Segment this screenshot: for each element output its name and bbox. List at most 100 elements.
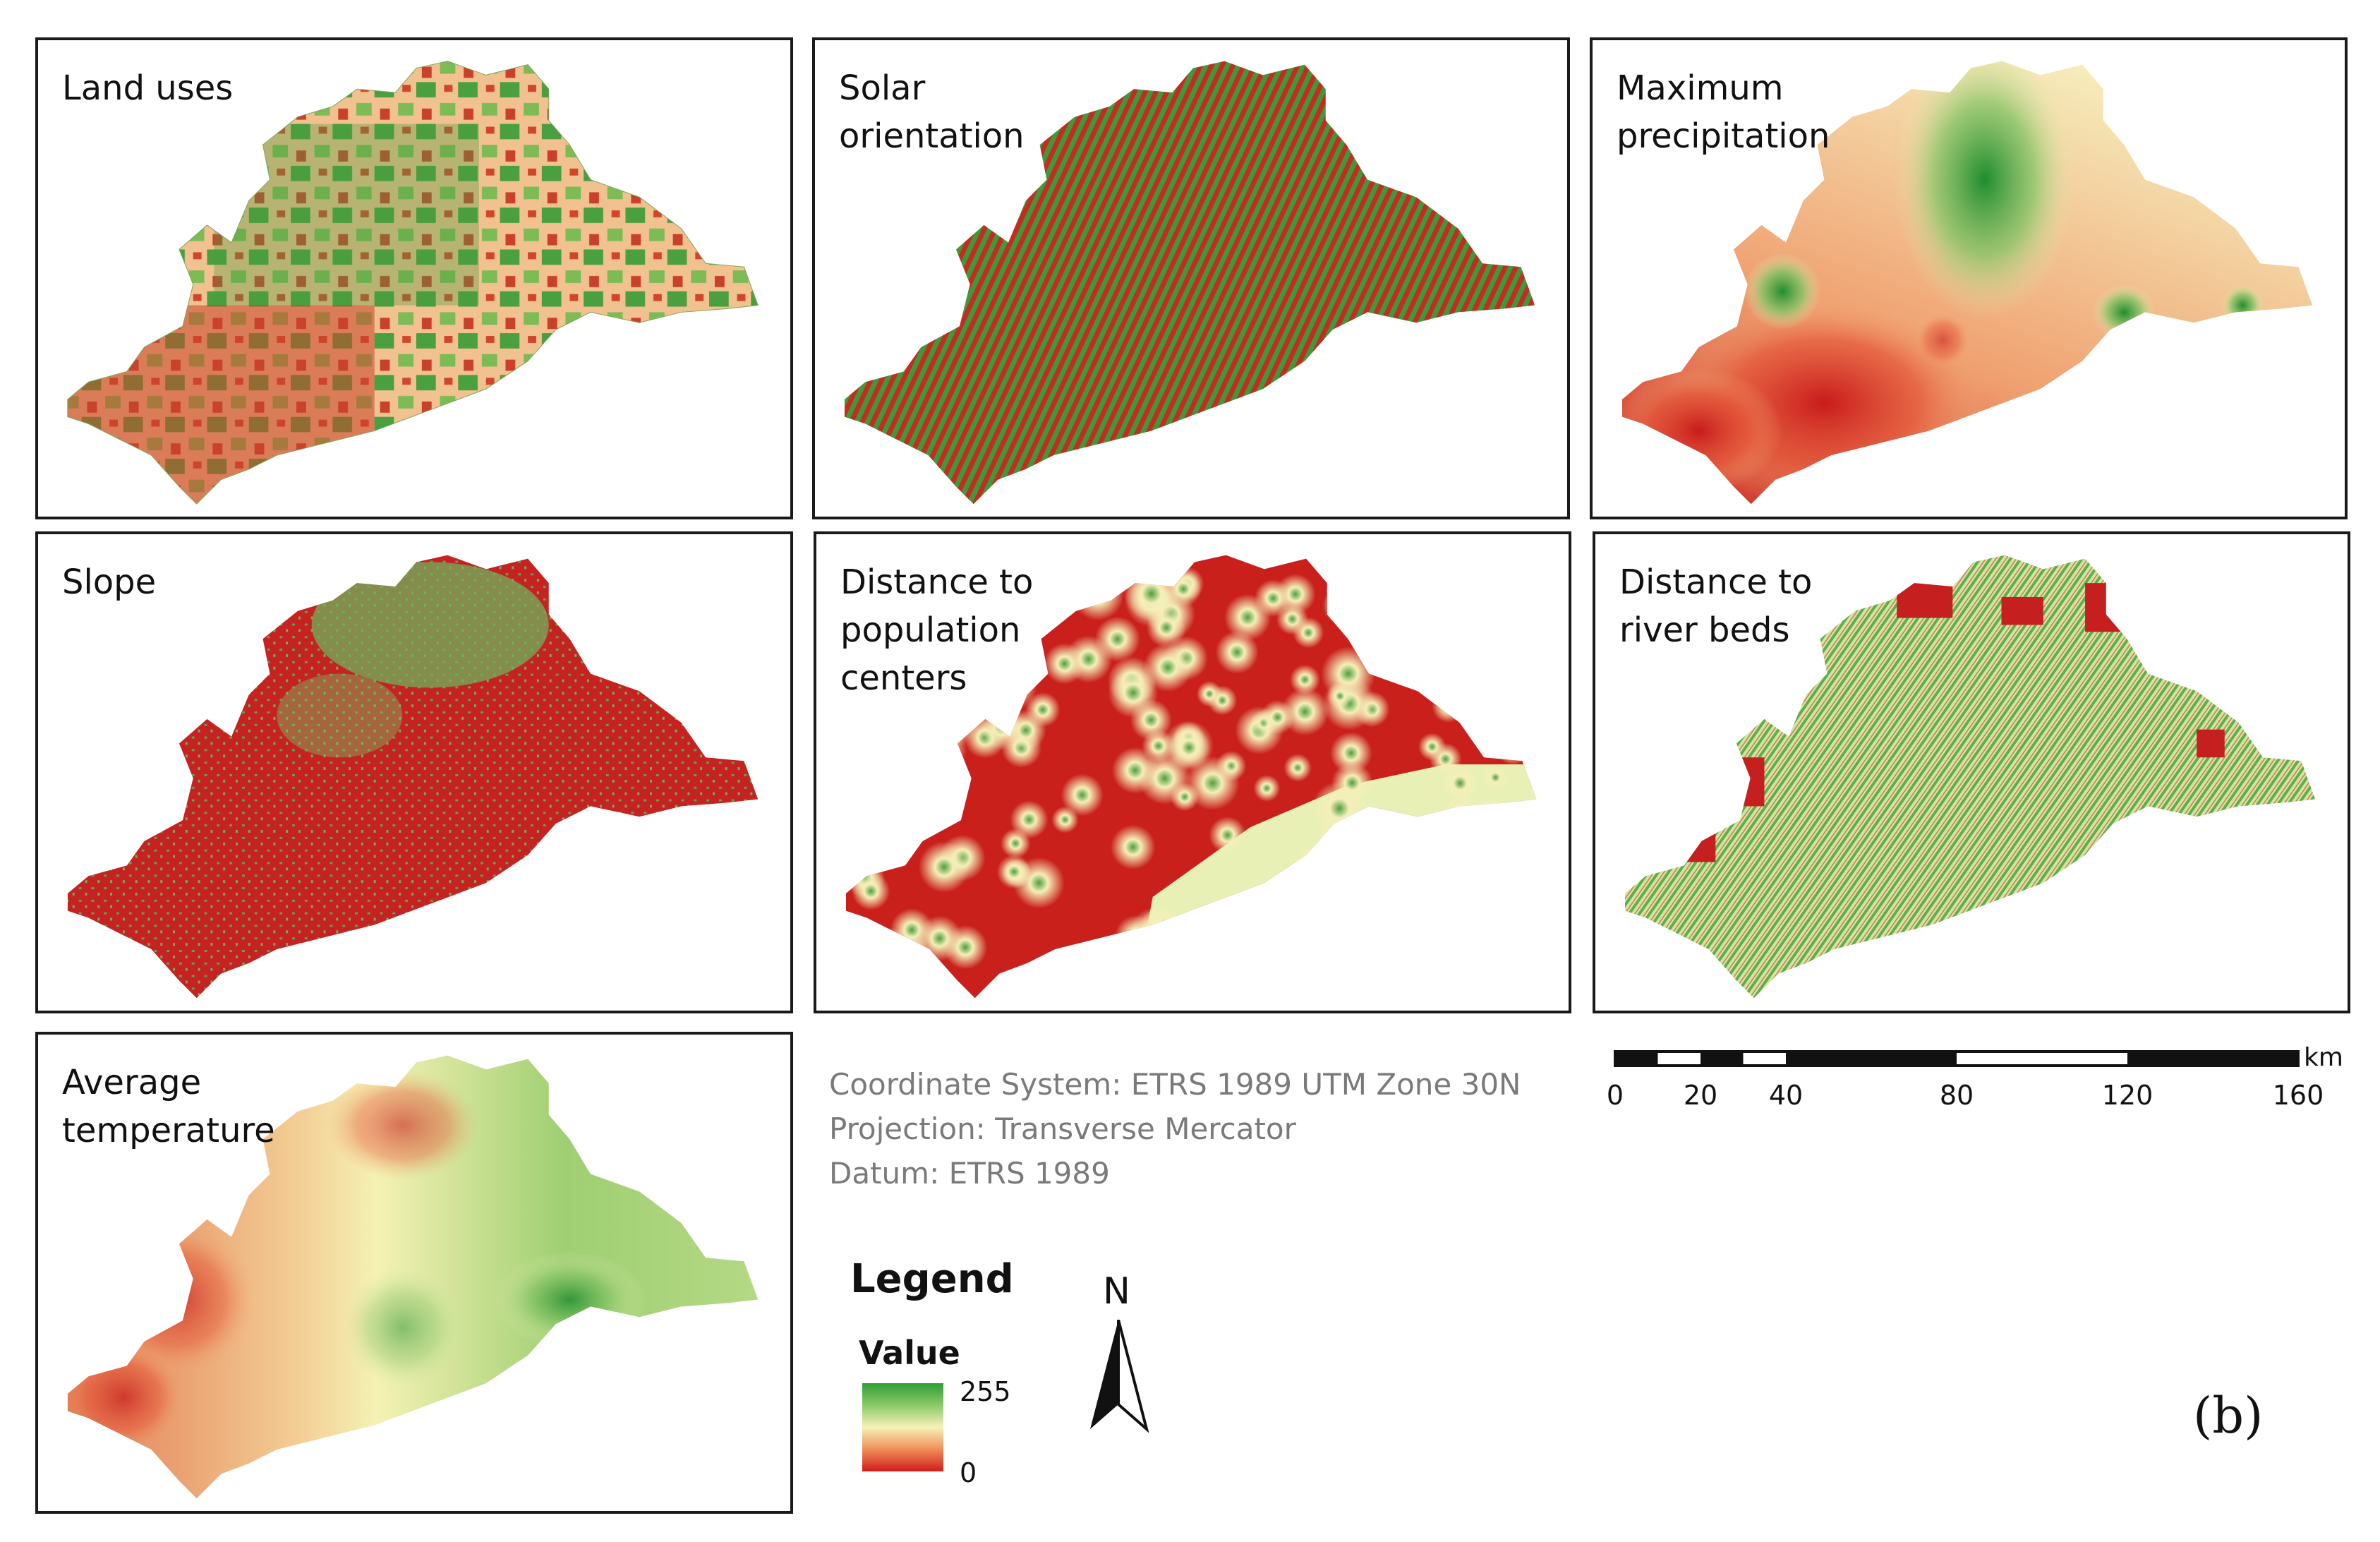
projection-text: Projection: Transverse Mercator xyxy=(829,1112,1296,1146)
population-center-dot xyxy=(1028,555,1068,582)
distance-river-map xyxy=(1624,555,2316,999)
map-panel-distance-population-centers: Distance to population centers xyxy=(814,531,1571,1013)
population-center-dot xyxy=(1310,869,1339,897)
population-center-dot xyxy=(1497,732,1529,765)
population-center-dot xyxy=(1360,924,1403,966)
land-uses-map xyxy=(67,61,759,505)
population-center-dot xyxy=(1253,774,1281,802)
population-center-dot xyxy=(1366,841,1401,876)
maximum-precipitation-map xyxy=(1621,61,2313,505)
population-center-dot xyxy=(1418,733,1446,761)
population-center-dot xyxy=(1289,664,1320,695)
population-center-dot xyxy=(1473,796,1504,826)
north-arrow-icon xyxy=(1090,1320,1149,1433)
population-center-dot xyxy=(1065,560,1093,587)
population-center-dot xyxy=(1331,761,1373,804)
population-center-dot xyxy=(1278,938,1330,991)
scale-tick-label: 160 xyxy=(2272,1080,2324,1111)
datum-text: Datum: ETRS 1989 xyxy=(829,1156,1110,1191)
map-panel-slope: Slope xyxy=(35,531,793,1013)
population-center-dot xyxy=(1395,900,1425,930)
population-center-dot xyxy=(1044,643,1085,685)
population-center-dot xyxy=(1039,555,1083,596)
population-center-dot xyxy=(1396,619,1423,646)
population-center-dot xyxy=(852,872,890,910)
population-center-dot xyxy=(1072,568,1124,621)
scale-unit-label: km xyxy=(2304,1043,2343,1072)
population-center-dot xyxy=(1061,773,1104,817)
coordinate-system-text: Coordinate System: ETRS 1989 UTM Zone 30… xyxy=(829,1067,1521,1102)
scale-tick-label: 80 xyxy=(1939,1080,1974,1111)
legend-subtitle: Value xyxy=(859,1334,960,1372)
population-center-dot xyxy=(1494,893,1537,941)
legend-title: Legend xyxy=(850,1256,1014,1302)
population-center-dot xyxy=(845,746,880,786)
distance-population-map xyxy=(845,555,1537,999)
coordinate-info: Coordinate System: ETRS 1989 UTM Zone 30… xyxy=(829,1062,1521,1195)
population-center-dot xyxy=(1051,806,1079,833)
population-center-dot xyxy=(1441,764,1480,802)
scale-bar-segment xyxy=(1615,1052,1658,1066)
panel-title: Maximum precipitation xyxy=(1617,68,1830,156)
map-panel-average-temperature: Average temperature xyxy=(35,1032,793,1514)
panel-title: Distance to population centers xyxy=(840,562,1034,698)
population-center-dot xyxy=(1336,869,1377,910)
population-center-dot xyxy=(1168,726,1210,769)
map-panel-distance-river-beds: Distance to river beds xyxy=(1593,531,2350,1013)
scale-bar-segment xyxy=(2127,1052,2298,1066)
population-center-dot xyxy=(1475,924,1528,976)
population-center-dot xyxy=(1322,586,1362,625)
panel-title: Distance to river beds xyxy=(1619,562,1813,650)
population-center-dot xyxy=(1343,571,1380,609)
population-center-dot xyxy=(1224,594,1271,641)
north-arrow: N xyxy=(1083,1270,1154,1433)
population-center-dot xyxy=(1110,824,1156,870)
population-center-dot xyxy=(918,841,970,893)
population-center-dot xyxy=(1108,668,1159,718)
scale-tick-label: 20 xyxy=(1683,1080,1718,1111)
population-center-dot xyxy=(1281,687,1329,736)
population-center-dot xyxy=(1283,754,1312,782)
population-center-dot xyxy=(862,770,896,804)
population-center-dot xyxy=(943,925,988,970)
population-center-dot xyxy=(848,807,877,836)
population-center-dot xyxy=(1215,630,1259,674)
legend-max-label: 255 xyxy=(960,1376,1011,1407)
scale-bar: 0 20 40 80 120 160 km xyxy=(1607,1043,2343,1129)
panel-title: Solar orientation xyxy=(839,68,1025,156)
panel-title: Slope xyxy=(62,562,157,602)
scale-tick-label: 0 xyxy=(1606,1080,1624,1111)
north-label: N xyxy=(1103,1270,1130,1313)
population-center-dot xyxy=(1196,680,1223,707)
panel-title: Land uses xyxy=(62,68,234,108)
population-center-dot xyxy=(1437,587,1475,625)
population-center-dot xyxy=(1501,823,1531,853)
scale-tick-label: 40 xyxy=(1768,1080,1804,1111)
population-center-dot xyxy=(1391,618,1428,655)
population-center-dot xyxy=(1360,836,1393,868)
population-center-dot xyxy=(1327,682,1353,709)
population-center-dot xyxy=(1293,617,1324,649)
population-center-dot xyxy=(1010,800,1049,839)
map-panel-land-uses: Land uses xyxy=(35,37,793,519)
population-center-dot xyxy=(1150,910,1180,939)
population-center-dot xyxy=(1298,845,1324,871)
panel-title: Average temperature xyxy=(62,1063,275,1150)
scale-bar-segment xyxy=(1786,1052,1957,1066)
population-center-dot xyxy=(1025,692,1061,728)
population-center-dot xyxy=(1429,940,1466,977)
population-center-dot xyxy=(1473,678,1512,718)
population-center-dot xyxy=(1167,918,1214,965)
population-center-dot xyxy=(913,743,951,781)
scale-bar-segment xyxy=(1701,1052,1744,1066)
scale-tick-label: 120 xyxy=(2101,1080,2154,1111)
average-temperature-map xyxy=(67,1055,759,1499)
population-center-dot xyxy=(1329,732,1372,774)
population-center-dot xyxy=(1209,817,1246,854)
population-center-dot xyxy=(1442,794,1480,832)
population-center-dot xyxy=(1467,879,1506,917)
population-center-dot xyxy=(1185,756,1240,810)
map-panel-maximum-precipitation: Maximum precipitation xyxy=(1590,37,2348,519)
population-center-dot xyxy=(1143,642,1192,692)
population-center-dot xyxy=(1064,946,1115,996)
